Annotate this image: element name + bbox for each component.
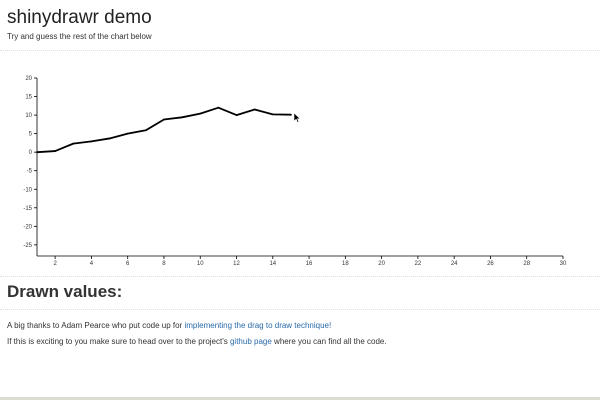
page-subtitle: Try and guess the rest of the chart belo… [7,32,152,41]
y-tick-label: 15 [25,95,32,101]
x-tick-label: 12 [233,261,240,267]
github-suffix-text: where you can find all the code. [274,337,387,346]
x-tick-label: 10 [197,261,204,267]
data-point [253,108,256,111]
x-tick-label: 6 [126,261,130,267]
github-page-link[interactable]: github page [229,337,272,346]
chart-series [36,106,292,154]
x-tick-label: 2 [53,261,57,267]
data-point [271,113,274,116]
divider-dotted [0,276,600,277]
x-tick-label: 4 [90,261,94,267]
data-point [108,137,111,140]
y-tick-label: -25 [23,243,32,249]
x-tick-label: 24 [451,261,458,267]
thanks-text: A big thanks to Adam Pearce who put code… [7,321,183,330]
data-point [54,150,57,152]
mouse-cursor-icon [293,111,302,123]
x-tick-label: 18 [342,261,349,267]
data-point [126,132,129,135]
data-point [217,106,220,109]
data-point [36,151,38,154]
y-tick-label: -15 [23,206,32,212]
data-point [163,118,165,121]
data-point [72,142,75,145]
data-point [199,112,202,115]
y-tick-label: -20 [23,224,32,230]
footer-rule [0,397,600,400]
data-point [235,114,238,116]
series-line [36,106,291,154]
y-tick-label: 20 [25,76,32,82]
github-paragraph: If this is exciting to you make sure to … [7,337,387,346]
drawn-values-title: Drawn values: [7,282,123,301]
data-point [90,140,93,143]
y-tick-label: 10 [25,113,32,119]
y-tick-label: -10 [23,187,32,193]
divider-dotted [0,50,600,51]
x-tick-label: 16 [306,261,313,267]
y-tick-label: -5 [27,169,33,175]
x-tick-label: 26 [487,261,494,267]
x-tick-label: 22 [415,261,422,267]
y-tick-label: 0 [29,150,33,156]
drag-to-draw-link[interactable]: implementing the drag to draw technique! [184,321,332,330]
page-title: shinydrawr demo [7,7,152,28]
divider-dotted [0,309,600,310]
data-point [181,116,184,119]
y-tick-label: 5 [29,132,33,138]
x-tick-label: 30 [560,261,567,267]
thanks-paragraph: A big thanks to Adam Pearce who put code… [7,321,331,330]
x-tick-label: 20 [378,261,385,267]
data-point [290,113,292,116]
x-tick-label: 14 [269,261,276,267]
x-tick-label: 8 [162,261,166,267]
x-tick-label: 28 [523,261,530,267]
github-prefix-text: If this is exciting to you make sure to … [7,337,228,346]
data-point [144,129,147,132]
